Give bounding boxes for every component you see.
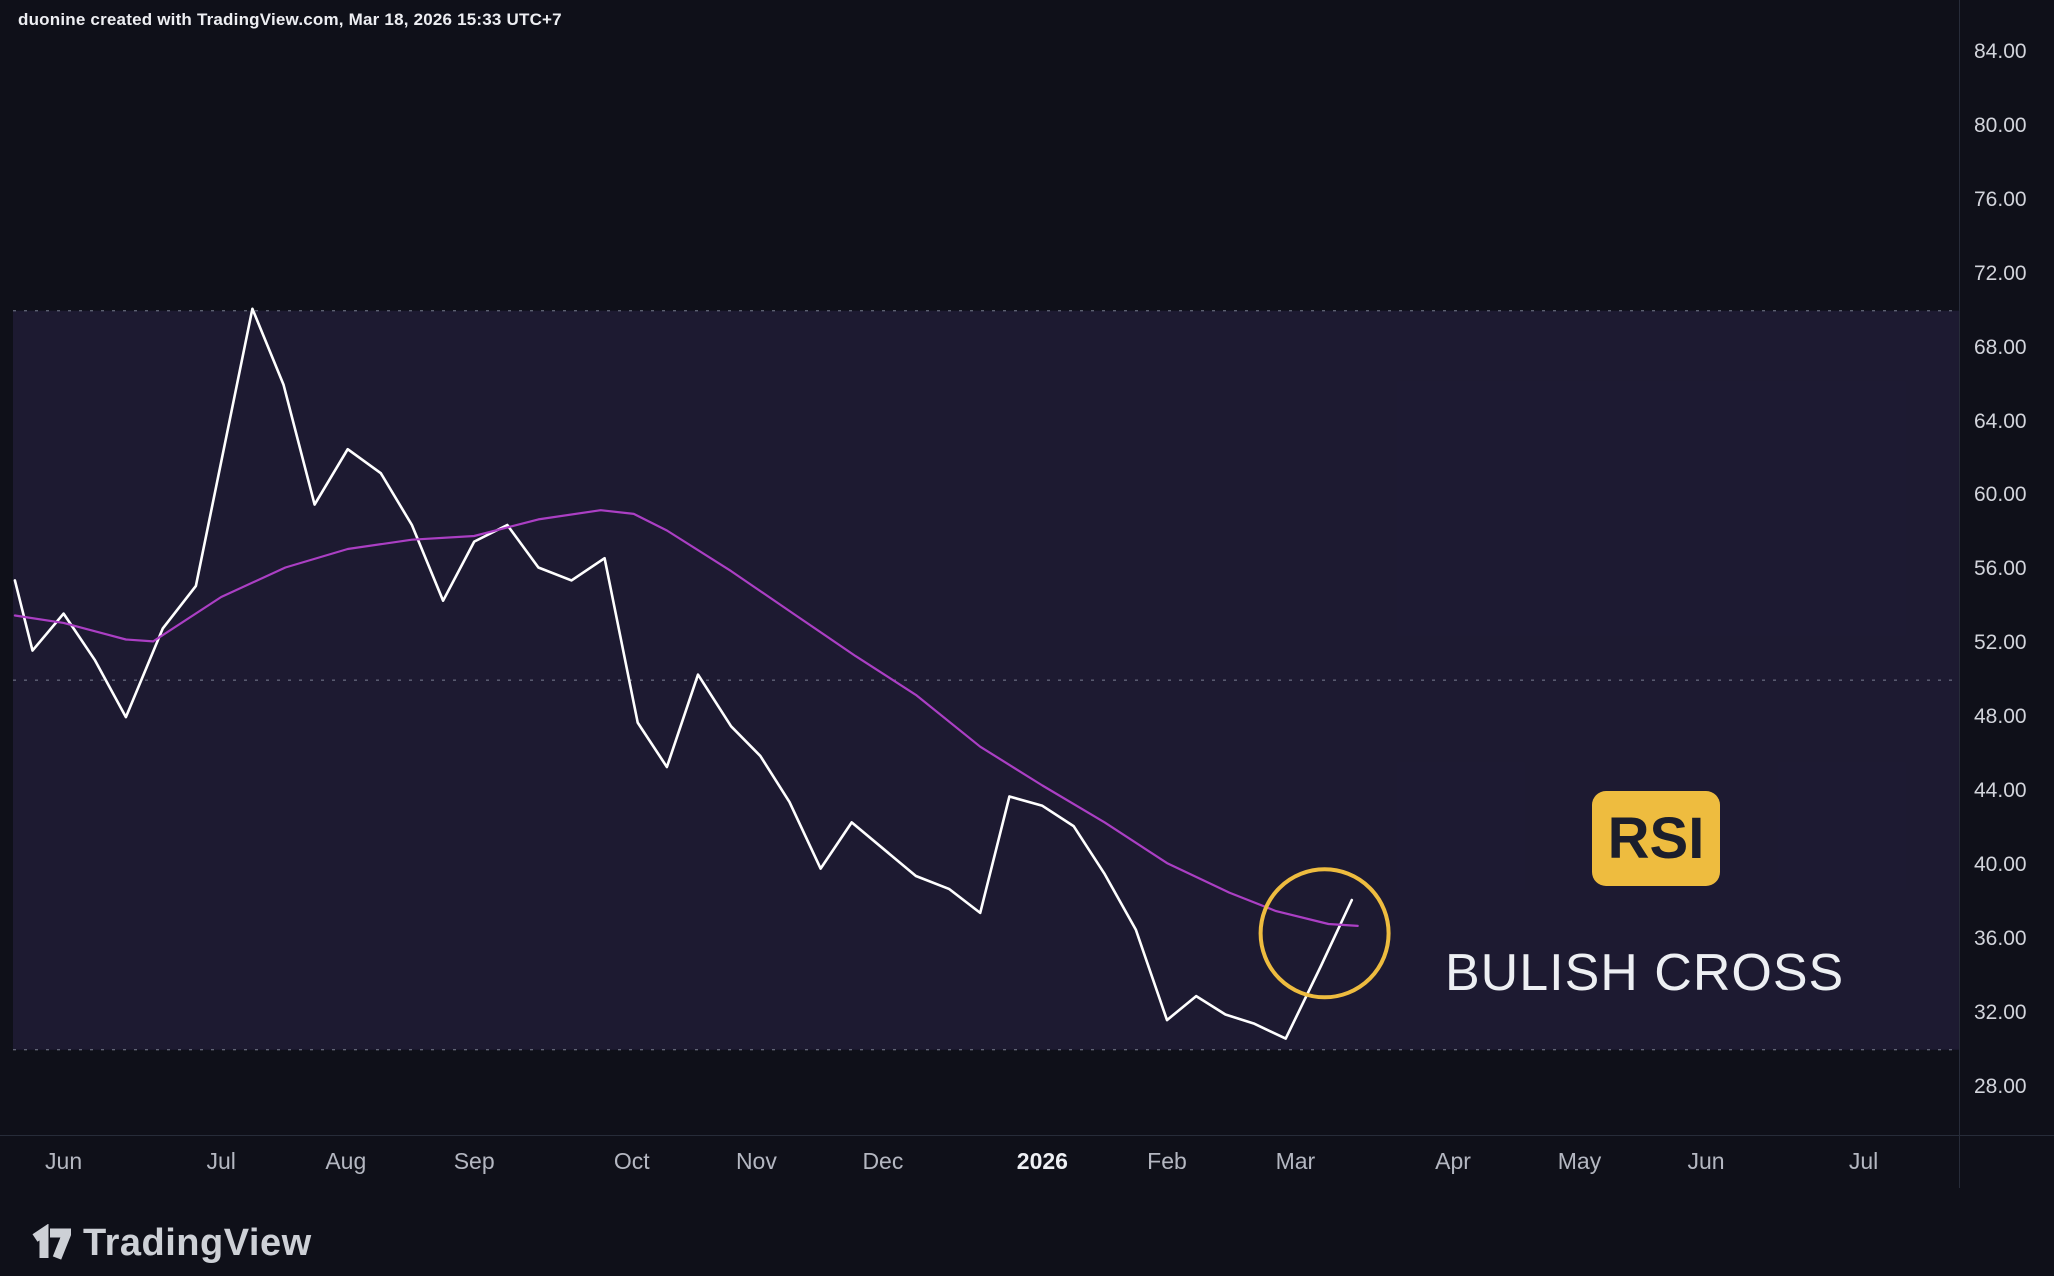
time-axis[interactable]: Jun Jul Aug Sep Oct Nov Dec 2026 Feb Mar Apr May Jun… xyxy=(0,1135,2054,1188)
chart-plot-area[interactable]: RSI BULISH CROSS xyxy=(13,40,1959,1135)
bullish-cross-circle[interactable] xyxy=(1258,867,1391,1000)
time-label-aug: Aug xyxy=(325,1148,367,1174)
price-label-40: 40.00 xyxy=(1974,852,2027,876)
price-label-44: 44.00 xyxy=(1974,779,2027,802)
time-label-dec: Dec xyxy=(862,1148,904,1174)
rsi-label-badge[interactable]: RSI xyxy=(1592,791,1720,886)
price-label-64: 64.00 xyxy=(1974,409,2027,433)
price-label-32: 32.00 xyxy=(1974,1000,2027,1024)
attribution-text: duonine created with TradingView.com, Ma… xyxy=(18,10,562,29)
time-label-nov: Nov xyxy=(735,1148,777,1174)
time-label-may: May xyxy=(1557,1148,1602,1174)
price-label-28: 28.00 xyxy=(1974,1074,2027,1098)
time-label-jul: Jul xyxy=(1848,1148,1879,1174)
time-label-feb: Feb xyxy=(1147,1148,1187,1174)
rsi-badge-text: RSI xyxy=(1607,806,1705,871)
footer: TradingView xyxy=(29,1222,312,1265)
price-label-60: 60.00 xyxy=(1974,483,2027,507)
time-label-2026: 2026 xyxy=(1016,1148,1068,1174)
price-label-52: 52.00 xyxy=(1974,631,2027,655)
time-label-mar: Mar xyxy=(1275,1148,1316,1174)
price-axis[interactable]: 84.00 80.00 76.00 72.00 68.00 64.00 60.00 56.00… xyxy=(1959,0,2054,1188)
price-label-72: 72.00 xyxy=(1974,261,2027,285)
time-label-jul: Jul xyxy=(206,1148,236,1174)
price-label-76: 76.00 xyxy=(1974,187,2027,211)
price-label-36: 36.00 xyxy=(1974,926,2027,950)
tradingview-wordmark[interactable]: TradingView xyxy=(83,1222,312,1264)
bullish-cross-label[interactable]: BULISH CROSS xyxy=(1445,944,1845,1002)
rsi-band xyxy=(13,310,1959,1050)
price-label-84: 84.00 xyxy=(1974,40,2027,63)
price-label-80: 80.00 xyxy=(1974,113,2027,137)
price-label-68: 68.00 xyxy=(1974,335,2027,359)
price-label-48: 48.00 xyxy=(1974,705,2027,729)
time-label-oct: Oct xyxy=(613,1148,650,1174)
time-label-apr: Apr xyxy=(1435,1148,1471,1174)
tradingview-logo-icon[interactable] xyxy=(29,1223,71,1264)
time-label-jun: Jun xyxy=(1687,1148,1725,1174)
time-label-sep: Sep xyxy=(453,1148,495,1174)
time-label-jun: Jun xyxy=(45,1148,83,1174)
rsi-line xyxy=(13,307,1354,1040)
price-label-56: 56.00 xyxy=(1974,557,2027,581)
ma-line xyxy=(13,509,1359,928)
rsi-plot-svg xyxy=(13,307,1959,1051)
